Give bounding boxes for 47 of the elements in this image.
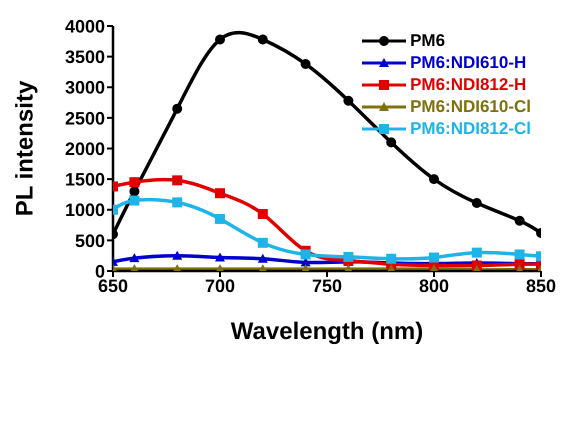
point — [172, 104, 182, 114]
legend-label: PM6:NDI610-H — [410, 52, 526, 74]
y-tick-label: 500 — [74, 230, 105, 251]
point — [172, 250, 182, 260]
point — [258, 34, 268, 44]
point — [258, 254, 268, 263]
y-tick-label: 2000 — [64, 138, 105, 159]
point — [172, 197, 182, 208]
point — [429, 174, 439, 184]
point — [386, 254, 396, 264]
point — [129, 253, 140, 262]
x-tick-label: 850 — [526, 276, 556, 296]
y-tick-label: 1000 — [64, 200, 105, 220]
point — [215, 34, 225, 44]
y-axis-title: PL intensity — [12, 80, 39, 216]
point — [472, 198, 482, 208]
x-tick-label: 800 — [418, 276, 450, 296]
point — [343, 252, 354, 262]
legend-label: PM6:NDI610-Cl — [410, 96, 531, 118]
point — [300, 58, 311, 69]
y-tick-label: 2500 — [64, 108, 105, 128]
point — [215, 214, 225, 224]
point — [129, 177, 140, 188]
point — [215, 252, 225, 262]
point — [129, 186, 140, 196]
y-tick-label: 3000 — [64, 78, 105, 98]
y-tick-label: 1500 — [64, 170, 105, 190]
point — [129, 196, 140, 206]
y-tick-label: 3500 — [64, 47, 105, 68]
legend-label: PM6:NDI812-H — [410, 74, 526, 96]
point — [300, 249, 311, 260]
legend-label: PM6 — [410, 30, 446, 52]
x-tick-label: 750 — [312, 276, 342, 296]
point — [429, 252, 439, 263]
point — [172, 175, 182, 186]
legend-label: PM6:NDI812-Cl — [410, 118, 531, 140]
point — [215, 188, 225, 198]
x-axis-title: Wavelength (nm) — [230, 318, 424, 345]
point — [514, 216, 525, 226]
point — [472, 248, 482, 258]
point — [514, 249, 525, 260]
point — [343, 96, 354, 106]
point — [258, 209, 268, 220]
y-tick-label: 4000 — [64, 16, 105, 36]
point — [386, 137, 396, 148]
point — [258, 238, 268, 248]
x-tick-label: 700 — [204, 276, 236, 296]
